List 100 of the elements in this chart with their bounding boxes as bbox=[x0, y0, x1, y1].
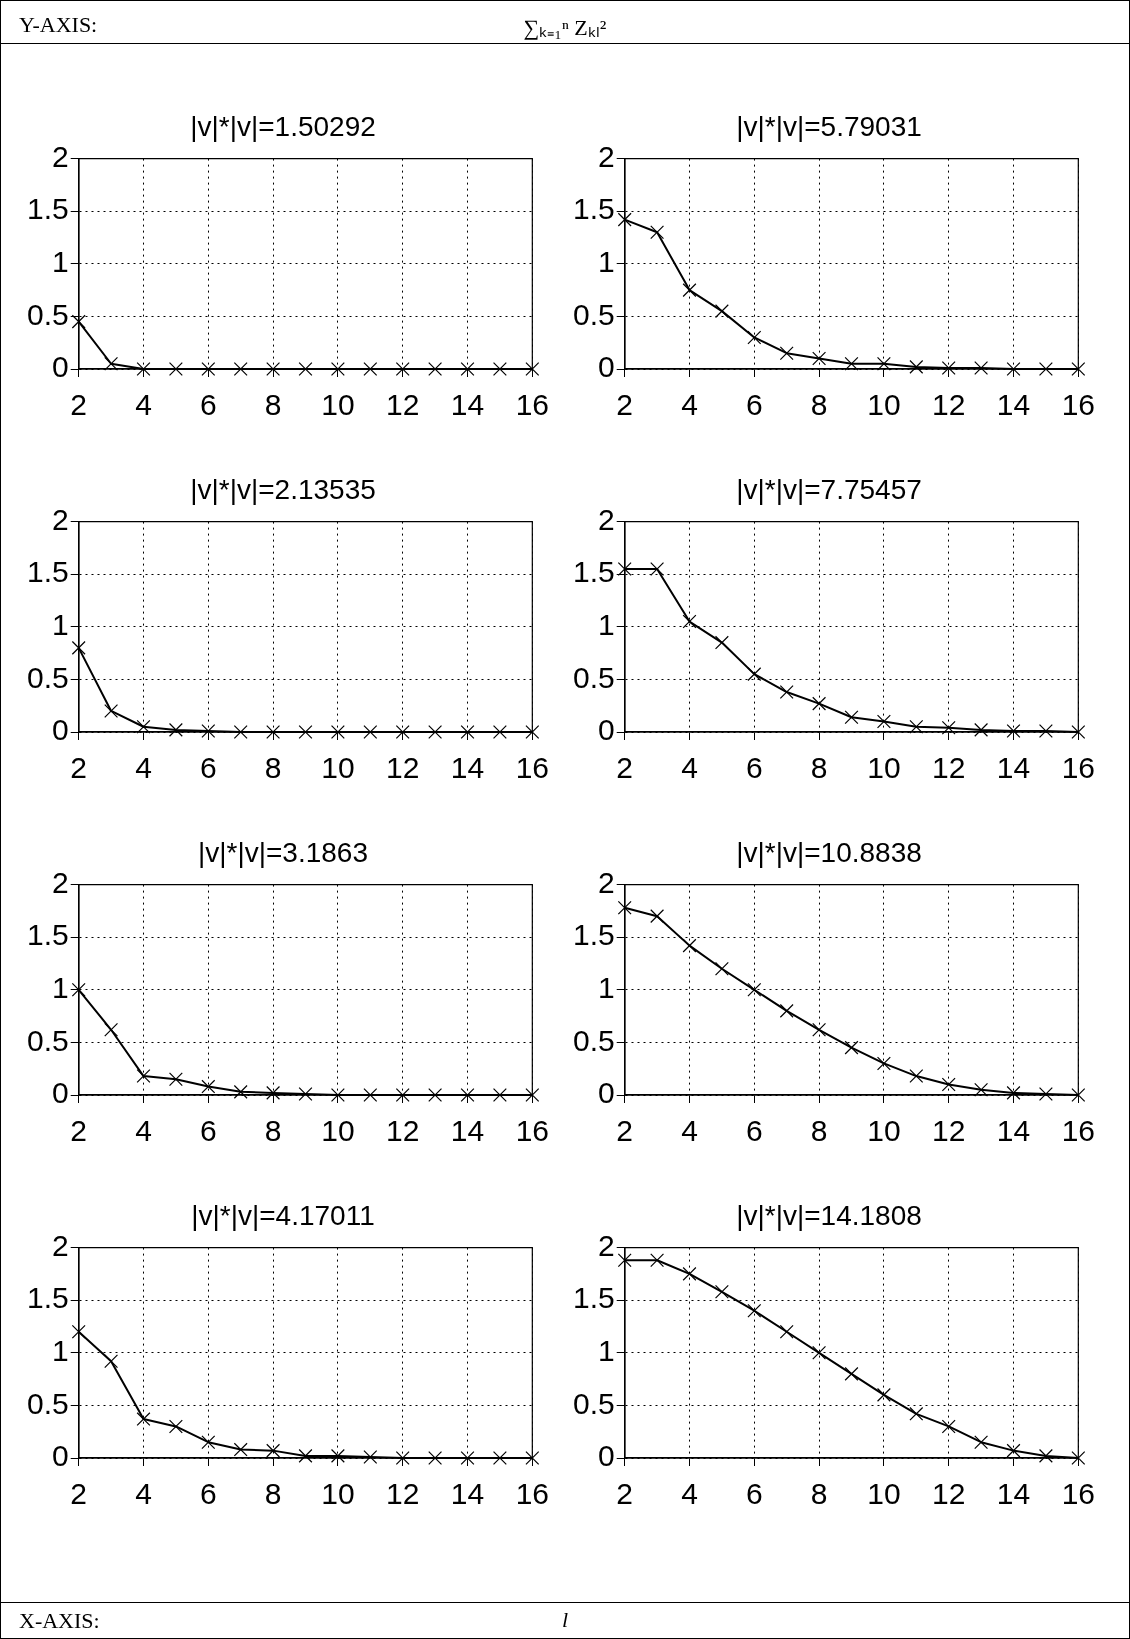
point bbox=[71, 1324, 86, 1339]
point bbox=[844, 1366, 859, 1381]
point bbox=[1006, 1443, 1021, 1458]
point bbox=[460, 725, 475, 739]
x-tick-label: 16 bbox=[1061, 751, 1095, 785]
x-tick-label: 16 bbox=[515, 751, 549, 785]
point bbox=[492, 1451, 507, 1465]
y-tick-label: 0.5 bbox=[572, 660, 615, 694]
x-tick-label: 14 bbox=[996, 1114, 1031, 1148]
point bbox=[460, 1088, 475, 1102]
y-tick-label: 1 bbox=[52, 608, 69, 642]
point bbox=[492, 1088, 507, 1102]
point bbox=[395, 725, 410, 739]
point bbox=[909, 359, 924, 374]
point bbox=[1038, 723, 1053, 738]
point bbox=[330, 1088, 345, 1102]
point bbox=[168, 722, 183, 737]
y-tick-label: 1.5 bbox=[26, 918, 69, 952]
point bbox=[650, 1253, 665, 1268]
point bbox=[266, 1085, 281, 1100]
point bbox=[617, 212, 632, 227]
x-tick-label: 6 bbox=[745, 1477, 763, 1511]
point bbox=[136, 362, 151, 376]
y-tick-label: 0.5 bbox=[26, 1023, 69, 1057]
y-tick-label: 1.5 bbox=[572, 192, 615, 226]
x-tick-label: 4 bbox=[135, 388, 152, 422]
x-tick-label: 10 bbox=[867, 1114, 901, 1148]
x-tick-label: 16 bbox=[1061, 1114, 1095, 1148]
point bbox=[71, 640, 86, 655]
y-tick-label: 0.5 bbox=[572, 297, 615, 331]
point bbox=[941, 1077, 956, 1092]
chart-title: |v|*|v|=7.75457 bbox=[736, 473, 922, 505]
point bbox=[233, 725, 248, 739]
y-tick-label: 2 bbox=[598, 865, 615, 899]
point bbox=[492, 362, 507, 376]
point bbox=[876, 356, 891, 371]
x-tick-label: 16 bbox=[515, 1114, 549, 1148]
text: ∑ₖ₌₁ⁿ Zₖₗ² bbox=[523, 15, 607, 40]
point bbox=[233, 1442, 248, 1457]
x-tick-label: 8 bbox=[264, 751, 282, 785]
point bbox=[909, 719, 924, 734]
x-tick-label: 12 bbox=[386, 1477, 420, 1511]
point bbox=[266, 1443, 281, 1458]
x-tick-label: 10 bbox=[867, 1477, 901, 1511]
x-tick-label: 8 bbox=[810, 1477, 828, 1511]
point bbox=[298, 1086, 313, 1101]
y-tick-label: 1 bbox=[598, 608, 615, 642]
point bbox=[266, 725, 281, 739]
point bbox=[201, 362, 216, 376]
point bbox=[233, 362, 248, 376]
point bbox=[104, 704, 119, 718]
point bbox=[682, 1266, 697, 1281]
point bbox=[395, 362, 410, 376]
text: X-AXIS: bbox=[19, 1608, 100, 1634]
x-tick-label: 14 bbox=[450, 1477, 485, 1511]
point bbox=[104, 356, 119, 371]
point bbox=[136, 1069, 151, 1084]
x-tick-label: 12 bbox=[932, 1114, 966, 1148]
x-tick-label: 10 bbox=[321, 388, 355, 422]
x-tick-label: 4 bbox=[135, 1114, 152, 1148]
x-tick-label: 12 bbox=[932, 1477, 966, 1511]
point bbox=[298, 1448, 313, 1463]
y-tick-label: 1 bbox=[598, 1334, 615, 1368]
x-tick-label: 4 bbox=[135, 751, 152, 785]
x-tick-label: 12 bbox=[386, 388, 420, 422]
point bbox=[747, 982, 762, 997]
y-tick-label: 0 bbox=[598, 1439, 615, 1473]
x-tick-label: 10 bbox=[321, 1114, 355, 1148]
point bbox=[363, 725, 378, 739]
x-tick-label: 12 bbox=[932, 388, 966, 422]
point bbox=[460, 1451, 475, 1465]
y-tick-label: 0.5 bbox=[26, 1386, 69, 1420]
point bbox=[812, 351, 827, 366]
point bbox=[363, 1449, 378, 1464]
chart-title: |v|*|v|=14.1808 bbox=[736, 1199, 922, 1231]
chart-title: |v|*|v|=2.13535 bbox=[190, 473, 376, 505]
point bbox=[779, 685, 794, 699]
x-tick-label: 10 bbox=[867, 751, 901, 785]
point bbox=[298, 362, 313, 376]
y-tick-label: 1 bbox=[598, 245, 615, 279]
x-tick-label: 16 bbox=[1061, 388, 1095, 422]
point bbox=[714, 635, 729, 650]
point bbox=[876, 714, 891, 729]
point bbox=[779, 346, 794, 361]
y-tick-label: 1.5 bbox=[572, 555, 615, 589]
point bbox=[201, 1079, 216, 1094]
x-tick-label: 16 bbox=[1061, 1477, 1095, 1511]
x-tick-label: 14 bbox=[450, 1114, 485, 1148]
point bbox=[682, 283, 697, 298]
y-tick-label: 0 bbox=[598, 350, 615, 384]
point bbox=[941, 360, 956, 375]
y-tick-label: 1.5 bbox=[572, 918, 615, 952]
point bbox=[136, 719, 151, 734]
point bbox=[330, 1448, 345, 1463]
chart-title: |v|*|v|=5.79031 bbox=[736, 110, 922, 142]
point bbox=[104, 1354, 119, 1369]
y-tick-label: 0 bbox=[598, 1076, 615, 1110]
point bbox=[428, 362, 443, 376]
point bbox=[812, 696, 827, 711]
chart-title: |v|*|v|=3.1863 bbox=[198, 836, 368, 868]
